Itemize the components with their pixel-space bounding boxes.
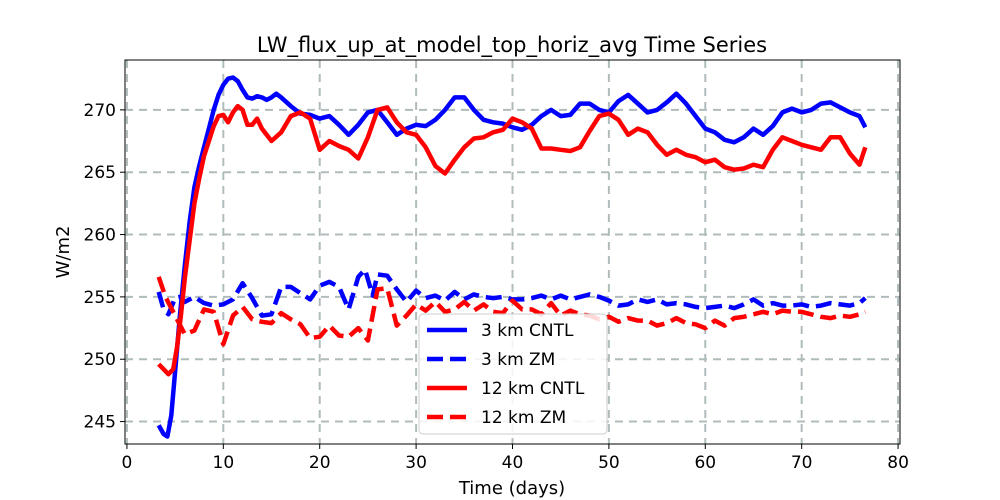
series-line-12-km-zm (156, 276, 867, 347)
x-tick-label: 30 (405, 453, 427, 473)
y-axis-title: W/m2 (53, 226, 74, 279)
legend-label-3km-zm: 3 km ZM (481, 350, 555, 370)
series-line-3-km-cntl (156, 75, 868, 439)
legend-box (418, 313, 608, 435)
x-axis-title: Time (days) (458, 478, 565, 499)
legend-label-12km-zm: 12 km ZM (481, 408, 566, 428)
x-tick-label: 80 (887, 453, 909, 473)
x-tick-label: 20 (309, 453, 331, 473)
series-line-12-km-cntl (157, 103, 868, 377)
y-tick-label: 255 (84, 288, 116, 308)
y-tick-label: 265 (84, 163, 116, 183)
x-tick-label: 50 (598, 453, 620, 473)
y-tick-label: 270 (84, 101, 116, 121)
y-tick-label: 260 (84, 226, 116, 246)
axis-ticks: 0 10 20 30 40 50 60 70 80 245 250 255 260 265 270 (84, 101, 909, 473)
y-tick-label: 250 (84, 350, 116, 370)
series-line-3-km-zm (156, 267, 867, 318)
chart-title: LW_flux_up_at_model_top_horiz_avg Time S… (257, 33, 767, 58)
y-tick-label: 245 (84, 413, 116, 433)
legend: 3 km CNTL 3 km ZM 12 km CNTL 12 km ZM (418, 313, 608, 435)
x-tick-label: 0 (122, 453, 133, 473)
legend-label-3km-cntl: 3 km CNTL (481, 321, 574, 341)
x-tick-label: 70 (791, 453, 813, 473)
series-group (156, 75, 868, 439)
x-tick-label: 10 (213, 453, 235, 473)
x-tick-label: 60 (694, 453, 716, 473)
legend-label-12km-cntl: 12 km CNTL (481, 379, 585, 399)
x-tick-label: 40 (502, 453, 524, 473)
